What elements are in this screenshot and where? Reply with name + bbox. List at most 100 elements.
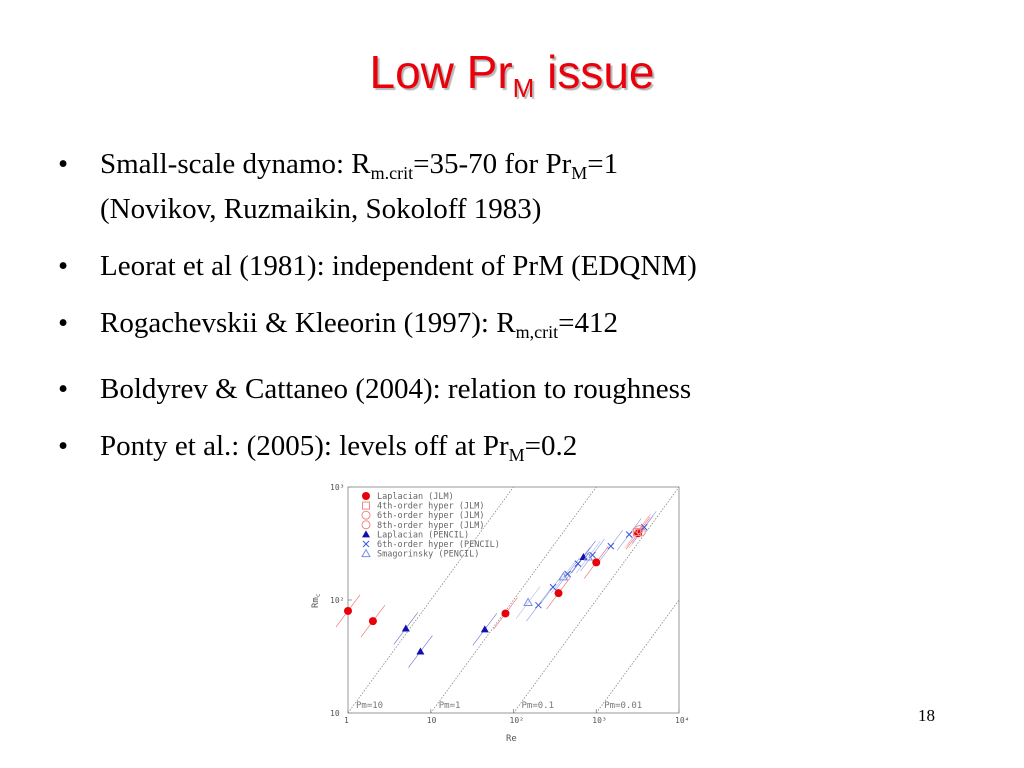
bullet-text: Ponty et al.: (2005): levels off at Pr <box>100 430 509 462</box>
data-error-bar <box>625 517 651 550</box>
legend-marker <box>362 501 370 510</box>
data-error-bar <box>616 518 642 551</box>
bullet-dot: • <box>58 373 69 405</box>
data-point <box>640 523 648 531</box>
bullet-item: • Leorat et al (1981): independent of PrM… <box>58 248 988 284</box>
y-tick-label: 10² <box>330 596 344 605</box>
reference-line-label: Pm=0.01 <box>604 701 642 711</box>
data-error-bar <box>575 540 601 574</box>
data-error-bar <box>551 560 576 594</box>
cross-stroke <box>549 583 557 591</box>
reference-line-label: Pm=10 <box>356 701 383 711</box>
x-tick-label: 1 <box>344 716 349 725</box>
x-tick-label: 10² <box>510 716 524 725</box>
bullet-text: =35-70 for Pr <box>413 148 572 180</box>
data-point <box>501 609 510 618</box>
bullet-text: Rogachevskii & Kleeorin (1997): R <box>100 307 516 339</box>
data-error-bar <box>493 597 518 630</box>
data-error-bar <box>408 635 433 668</box>
bullet-item: • Boldyrev & Cattaneo (2004): relation to… <box>58 371 988 407</box>
data-point <box>579 553 588 561</box>
slide-title: Low PrM issue <box>0 45 1024 104</box>
bullet-text: =0.2 <box>524 430 578 462</box>
cross-stroke <box>607 542 615 550</box>
reference-line <box>513 486 680 714</box>
legend-label: 8th-order hyper (JLM) <box>377 521 484 531</box>
data-error-bar <box>631 511 657 544</box>
title-text: Low Pr <box>369 46 513 98</box>
y-tick-label: 10 <box>330 709 340 718</box>
error-bars <box>335 511 657 668</box>
cross-stroke <box>625 531 633 538</box>
legend-label: 6th-order hyper (PENCIL) <box>377 540 500 550</box>
bullet-text: (Novikov, Ruzmaikin, Sokoloff 1983) <box>100 193 542 225</box>
bullet-subscript: m,crit <box>515 322 559 342</box>
legend-marker <box>362 540 370 548</box>
legend-marker <box>361 520 371 530</box>
bullet-subscript: M <box>508 445 525 465</box>
title-suffix: issue <box>534 46 655 98</box>
bullet-text: Small-scale dynamo: R <box>100 148 371 180</box>
data-point <box>480 625 489 633</box>
data-point <box>634 525 644 535</box>
data-error-bar <box>580 538 605 572</box>
bullet-item: • Small-scale dynamo: Rm.crit=35-70 for P… <box>58 146 988 227</box>
cross-stroke <box>535 601 542 609</box>
data-point <box>549 583 557 591</box>
data-error-bar <box>626 513 652 546</box>
cross-stroke <box>607 542 615 550</box>
data-point <box>344 606 352 615</box>
page-number: 18 <box>918 706 935 725</box>
data-error-bar <box>546 576 571 610</box>
cross-stroke <box>589 551 596 559</box>
data-error-bar <box>629 515 654 549</box>
data-error-bar <box>540 570 566 604</box>
data-error-bar <box>598 529 624 563</box>
data-point <box>554 589 563 598</box>
data-point <box>625 531 633 538</box>
data-error-bar <box>335 594 361 628</box>
bullet-subscript: M <box>571 163 588 183</box>
data-point <box>607 542 615 550</box>
data-point <box>632 527 641 536</box>
data-error-bar <box>526 588 551 622</box>
data-point <box>636 527 646 537</box>
legend-marker <box>362 530 370 538</box>
data-point <box>583 552 594 561</box>
bullet-item: • Ponty et al.: (2005): levels off at PrM… <box>58 428 988 473</box>
cross-stroke <box>564 570 571 578</box>
legend-label: 4th-order hyper (JLM) <box>377 502 484 512</box>
chart-marks <box>344 523 648 655</box>
cross-stroke <box>625 531 633 538</box>
reference-line <box>430 486 597 714</box>
y-axis-label: Rmc <box>311 593 322 608</box>
cross-stroke <box>640 523 648 531</box>
cross-stroke <box>535 601 542 609</box>
reference-line <box>347 486 514 714</box>
cross-stroke <box>589 551 596 559</box>
data-error-bar <box>624 515 650 549</box>
bullet-subscript: m.crit <box>370 163 414 183</box>
legend-marker <box>361 510 371 520</box>
data-point <box>574 560 582 567</box>
data-error-bar <box>584 546 609 579</box>
x-tick-label: 10 <box>427 716 437 725</box>
bullet-dot: • <box>58 148 69 180</box>
data-point <box>592 558 601 567</box>
bullet-text: =412 <box>558 307 618 339</box>
cross-stroke <box>574 560 582 567</box>
title-subscript: M <box>512 73 535 103</box>
data-error-bar <box>571 540 596 574</box>
data-point <box>368 617 377 626</box>
cross-stroke <box>362 540 370 548</box>
cross-stroke <box>362 540 370 548</box>
reference-line-label: Pm=1 <box>439 701 461 711</box>
cross-stroke <box>640 523 648 531</box>
chart-legend: Laplacian (JLM)4th-order hyper (JLM)6th-… <box>361 492 500 560</box>
data-point <box>564 570 571 578</box>
x-axis-label: Re <box>506 734 517 744</box>
cross-stroke <box>574 560 582 567</box>
bullet-text: =1 <box>587 148 619 180</box>
data-point <box>523 597 533 607</box>
cross-stroke <box>564 570 571 578</box>
